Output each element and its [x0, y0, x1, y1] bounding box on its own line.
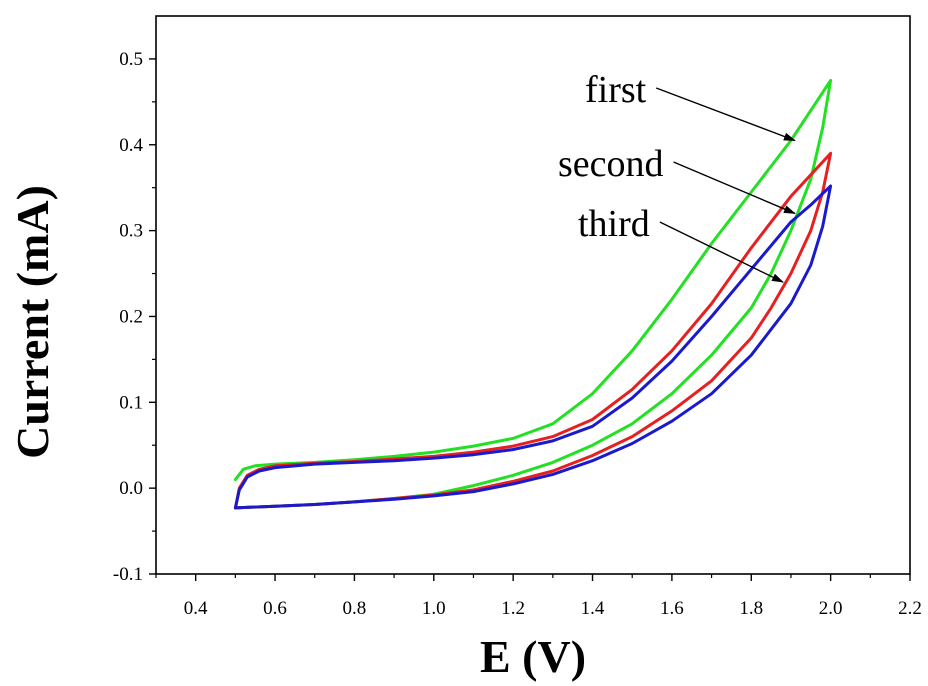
- y-axis-title: Current (mA): [7, 185, 58, 459]
- series-first: [233, 78, 833, 510]
- y-tick-label: 0.5: [119, 49, 143, 70]
- plot-frame: [155, 15, 911, 575]
- y-tick-label: 0.4: [119, 135, 143, 156]
- y-tick-label: -0.1: [113, 564, 143, 585]
- annotation-first: first: [585, 69, 647, 111]
- annotation-third: third: [578, 203, 650, 245]
- x-tick-label: 0.8: [343, 598, 367, 619]
- x-tick-label: 0.4: [184, 598, 208, 619]
- y-tick-labels: -0.1 0.0 0.1 0.2 0.3 0.4 0.5: [113, 49, 144, 585]
- y-tick-label: 0.2: [119, 306, 143, 327]
- annotation-arrow-second: [673, 161, 796, 215]
- annotation-layer: first second third: [558, 69, 796, 283]
- x-tick-label: 1.6: [660, 598, 684, 619]
- x-tick-label: 1.8: [739, 598, 763, 619]
- x-tick-label: 1.4: [581, 598, 605, 619]
- x-tick-label: 2.2: [898, 598, 922, 619]
- x-tick-label: 1.2: [501, 598, 525, 619]
- series-third: [233, 184, 833, 510]
- x-tick-label: 2.0: [819, 598, 843, 619]
- y-tick-label: 0.1: [119, 392, 143, 413]
- annotation-second: second: [558, 143, 664, 185]
- series-layer: [233, 78, 833, 510]
- axis-ticks: [149, 58, 911, 581]
- x-tick-label: 0.6: [263, 598, 287, 619]
- y-tick-label: 0.0: [119, 478, 143, 499]
- y-tick-label: 0.3: [119, 221, 143, 242]
- x-tick-label: 1.0: [422, 598, 446, 619]
- annotation-arrow-first: [655, 87, 796, 142]
- x-axis-title: E (V): [480, 631, 586, 682]
- x-tick-labels: 0.4 0.6 0.8 1.0 1.2 1.4 1.6 1.8 2.0 2.2: [184, 598, 922, 619]
- annotation-arrow-third: [659, 221, 784, 283]
